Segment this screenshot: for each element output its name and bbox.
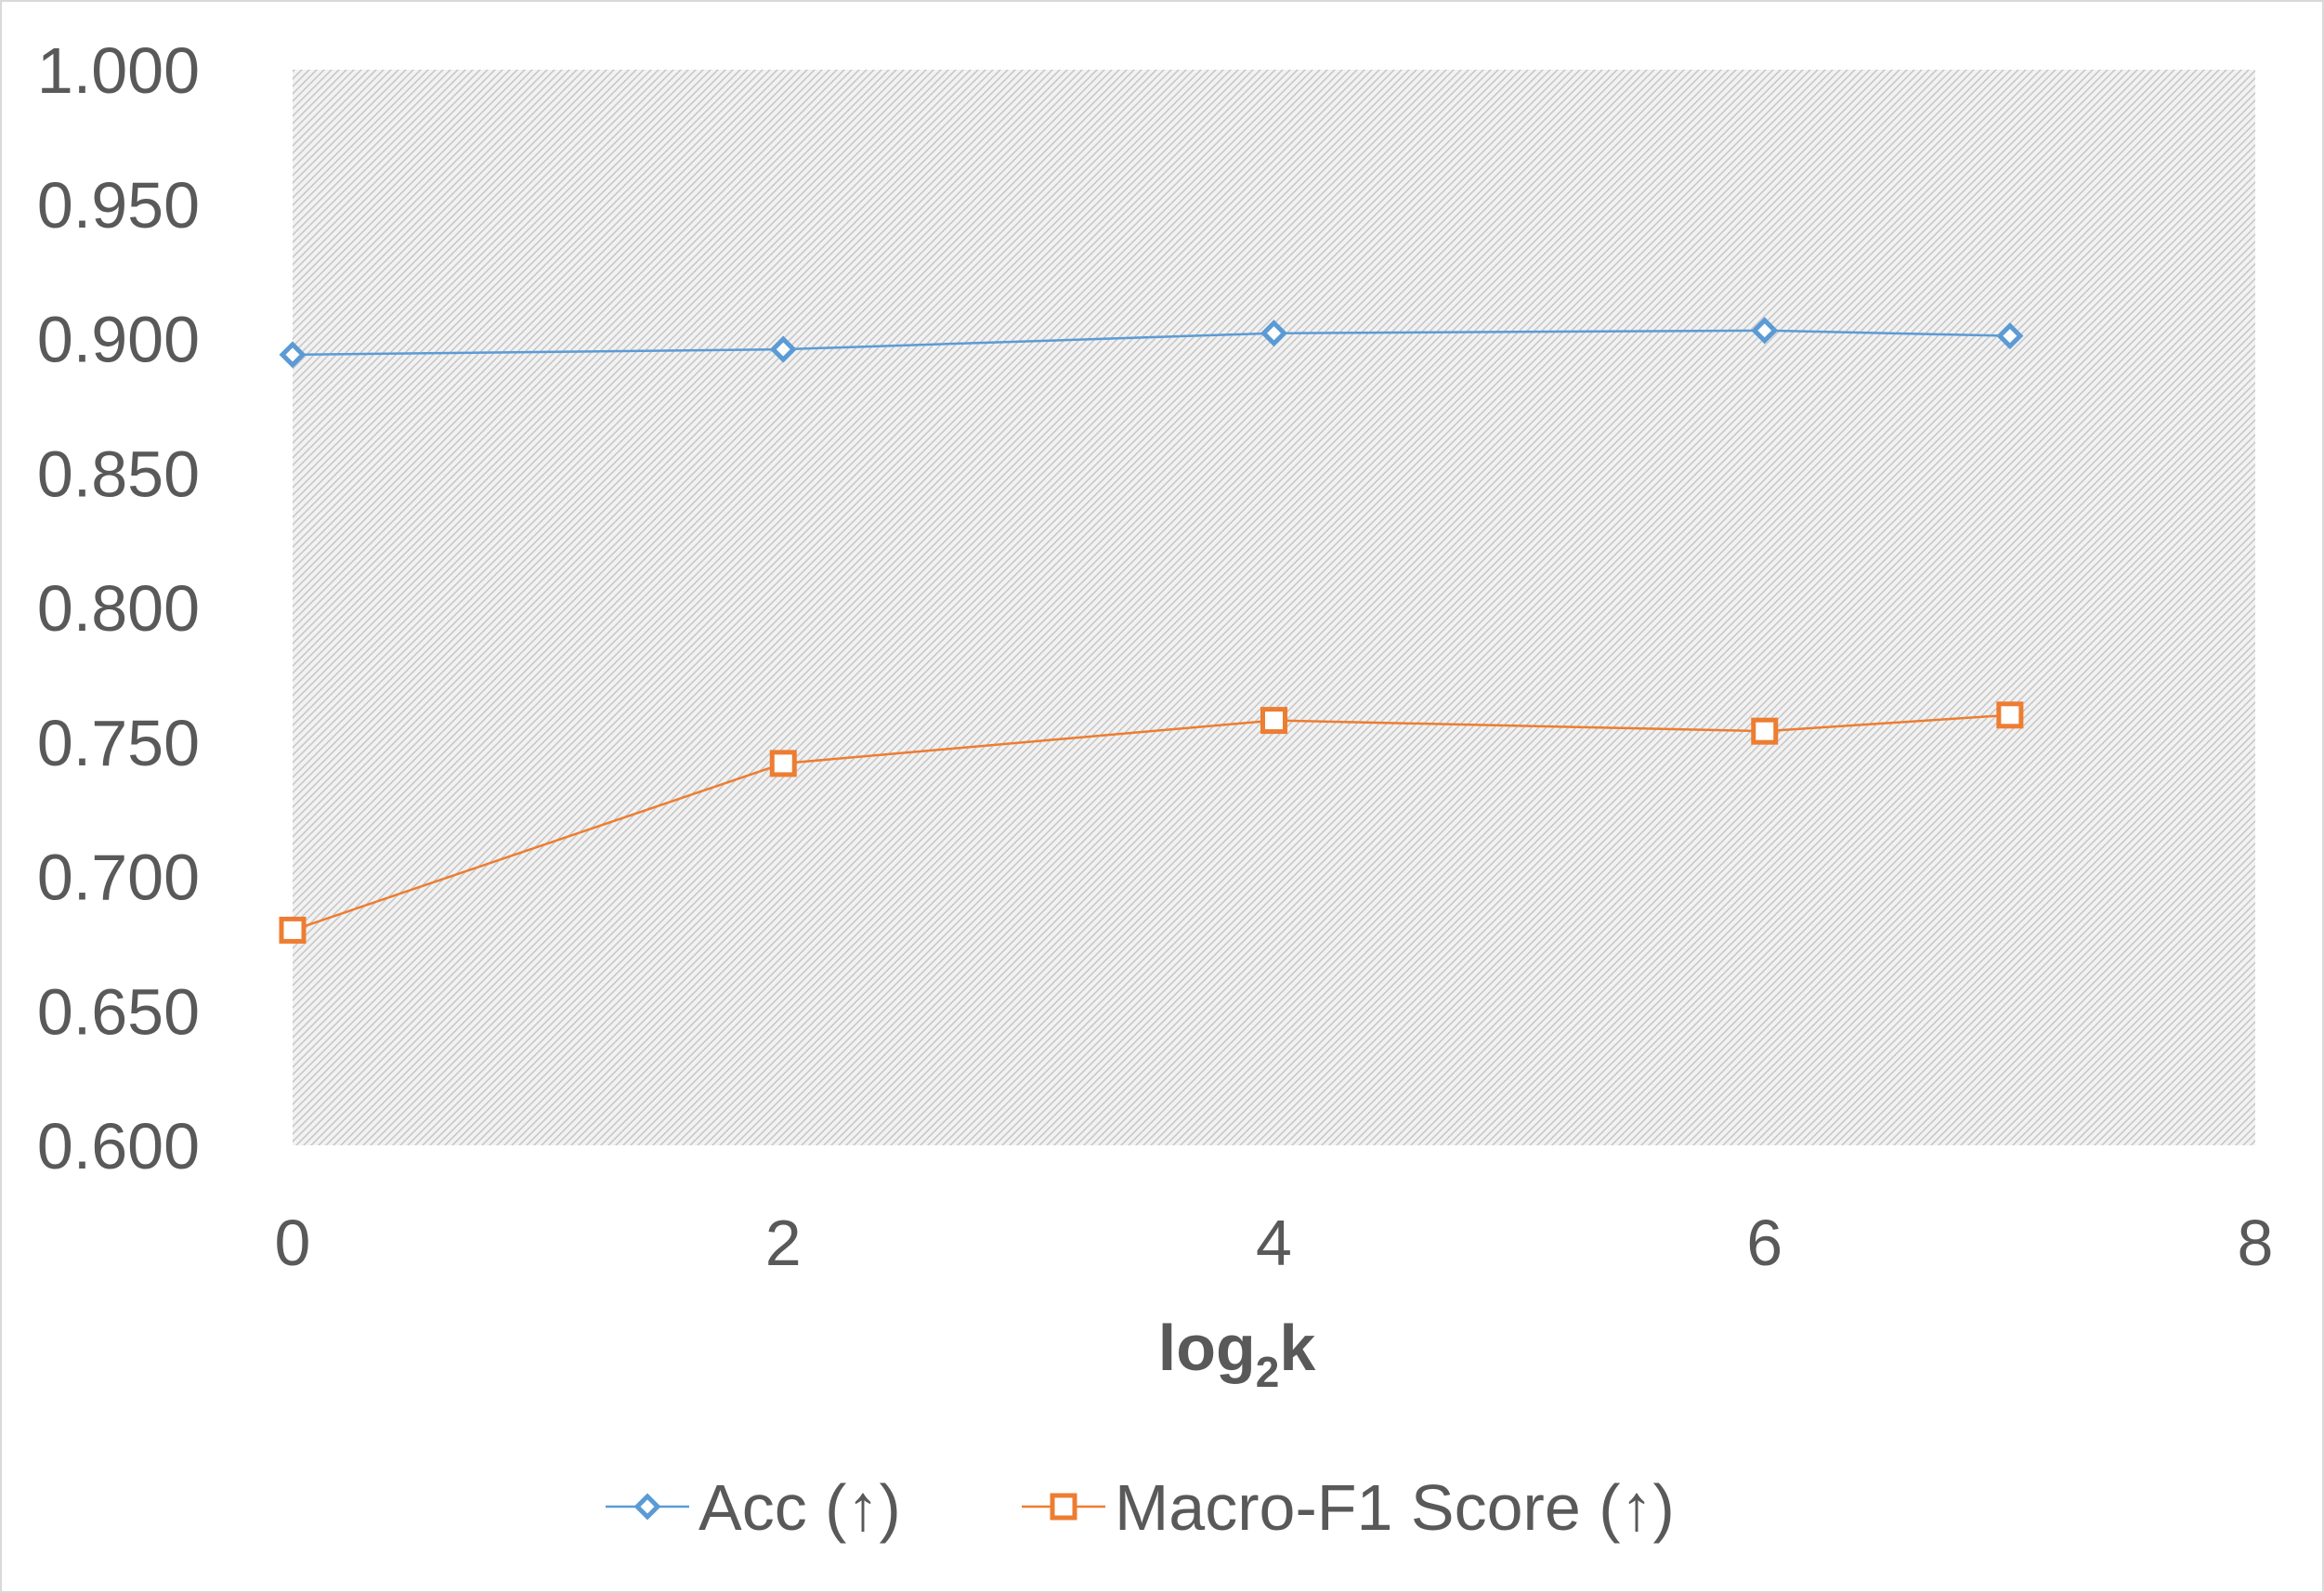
x-axis-title-subscript: 2 (1256, 1348, 1280, 1396)
y-tick-label: 0.700 (37, 842, 200, 914)
x-tick-label: 4 (1256, 1207, 1292, 1279)
y-tick-label: 0.800 (37, 572, 200, 645)
legend-label: Acc (↑) (699, 1471, 901, 1544)
y-axis-tick-labels: 0.600 0.650 0.700 0.750 0.800 0.850 0.900 0.950… (37, 34, 200, 1182)
x-tick-label: 0 (275, 1207, 311, 1279)
series-1 (279, 317, 2024, 369)
x-axis-title: log2k (1158, 1312, 1316, 1396)
data-point-square (279, 916, 307, 944)
x-tick-label: 2 (765, 1207, 802, 1279)
series-layer (279, 317, 2024, 944)
x-axis-title-suffix: k (1279, 1312, 1315, 1384)
y-tick-label: 0.650 (37, 975, 200, 1048)
y-tick-label: 0.600 (37, 1110, 200, 1182)
legend-diamond-marker (633, 1493, 661, 1521)
data-point-diamond (769, 335, 797, 363)
data-point-square (769, 750, 797, 777)
x-tick-label: 8 (2238, 1207, 2274, 1279)
y-tick-label: 0.900 (37, 304, 200, 376)
plot-area (293, 70, 2255, 1145)
y-tick-label: 1.000 (37, 34, 200, 107)
data-point-square (1996, 701, 2024, 729)
y-tick-label: 0.750 (37, 707, 200, 779)
legend-label: Macro-F1 Score (↑) (1115, 1471, 1675, 1544)
data-point-diamond (279, 341, 307, 369)
x-axis-tick-labels: 0 2 4 6 8 (275, 1207, 2274, 1279)
y-tick-label: 0.950 (37, 169, 200, 242)
legend: Acc (↑) Macro-F1 Score (↑) (606, 1471, 1675, 1544)
data-point-diamond (1996, 322, 2024, 350)
data-point-diamond (1260, 320, 1288, 347)
legend-item: Acc (↑) (606, 1471, 901, 1544)
legend-square-marker (1050, 1493, 1077, 1521)
y-tick-label: 0.850 (37, 437, 200, 510)
x-axis-title-main: log (1158, 1312, 1256, 1384)
legend-item: Macro-F1 Score (↑) (1022, 1471, 1675, 1544)
data-point-square (1260, 707, 1287, 735)
data-point-square (1751, 717, 1779, 745)
x-tick-label: 6 (1746, 1207, 1782, 1279)
series-2 (279, 701, 2024, 944)
data-point-diamond (1751, 317, 1779, 345)
